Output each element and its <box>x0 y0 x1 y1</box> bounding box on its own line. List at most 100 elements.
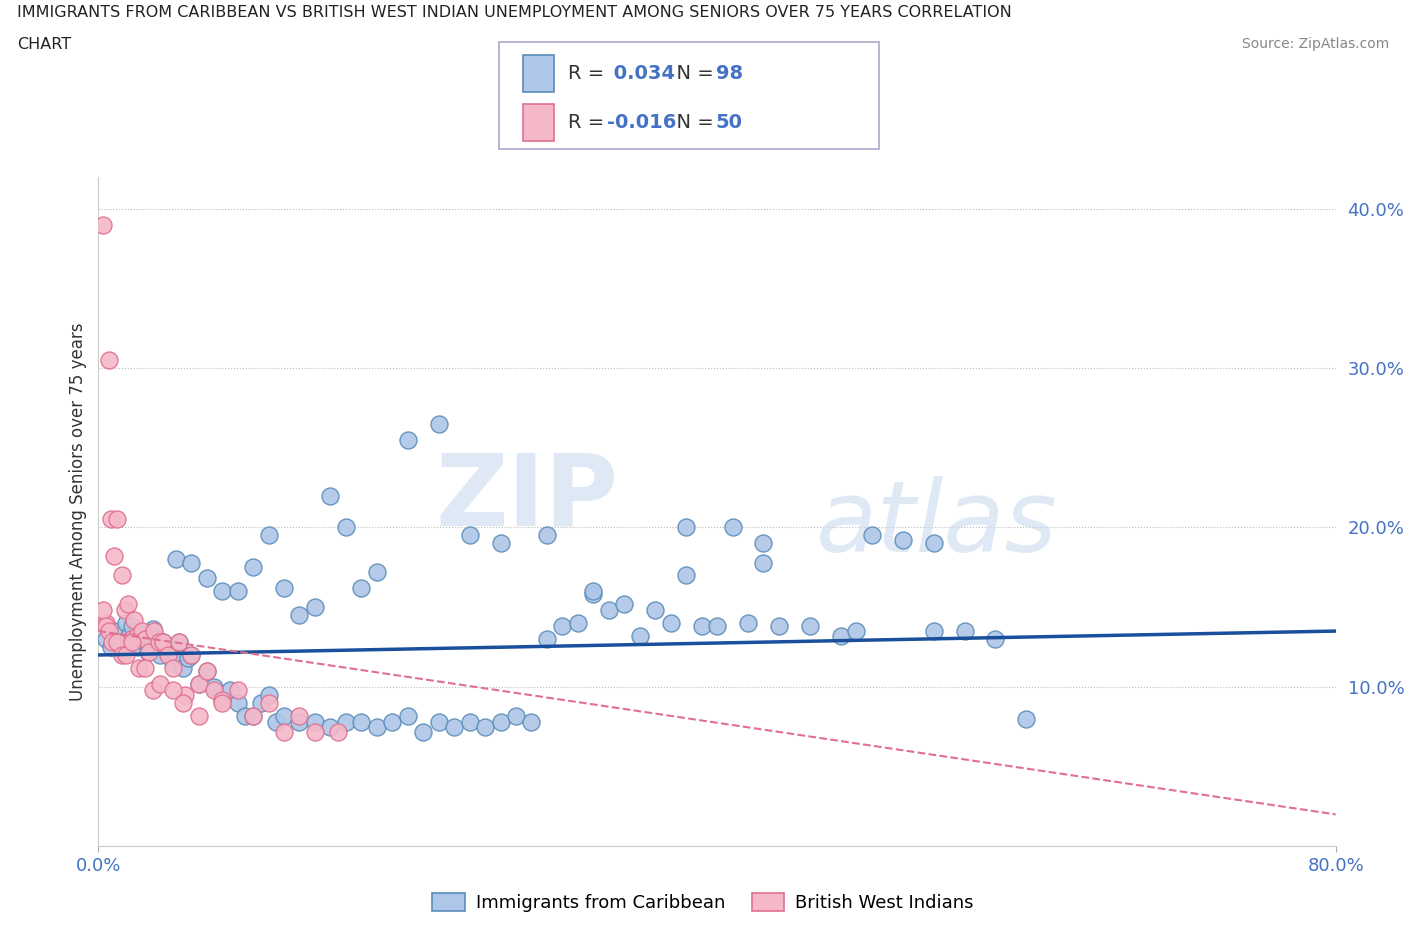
Point <box>582 587 605 602</box>
Point <box>172 696 194 711</box>
Point <box>117 596 139 611</box>
Point <box>242 560 264 575</box>
Point <box>520 714 543 729</box>
Point <box>381 714 404 729</box>
Point <box>396 708 419 723</box>
Point <box>141 622 165 637</box>
Point <box>273 724 295 739</box>
Point <box>146 631 169 646</box>
Point <box>149 647 172 662</box>
Point <box>121 635 143 650</box>
Point <box>768 618 790 633</box>
Point <box>96 631 118 646</box>
Point <box>188 676 211 691</box>
Point <box>489 536 512 551</box>
Point <box>98 624 121 639</box>
Point <box>536 631 558 646</box>
Point <box>752 536 775 551</box>
Point <box>103 624 125 639</box>
Point <box>242 708 264 723</box>
Point <box>366 565 388 579</box>
Text: -0.016: -0.016 <box>607 113 676 132</box>
Point <box>335 714 357 729</box>
Point <box>162 683 184 698</box>
Point <box>174 687 197 702</box>
Point <box>396 432 419 447</box>
Text: R =: R = <box>568 64 610 84</box>
Point <box>211 692 233 707</box>
Point <box>96 616 118 631</box>
Point <box>157 647 180 662</box>
Point <box>288 708 311 723</box>
Point <box>114 603 136 618</box>
Point <box>752 555 775 570</box>
Point <box>489 714 512 729</box>
Point <box>211 584 233 599</box>
Point <box>304 724 326 739</box>
Point <box>458 714 481 729</box>
Point <box>128 660 150 675</box>
Point <box>162 660 184 675</box>
Point <box>474 719 496 734</box>
Point <box>644 603 666 618</box>
Point <box>582 584 605 599</box>
Point <box>304 600 326 615</box>
Point <box>984 631 1007 646</box>
Point <box>922 536 945 551</box>
Point <box>188 708 211 723</box>
Point <box>659 616 682 631</box>
Point <box>288 714 311 729</box>
Point <box>1015 711 1038 726</box>
Point <box>180 555 202 570</box>
Point <box>91 603 114 618</box>
Point <box>598 603 620 618</box>
Point <box>690 618 713 633</box>
Y-axis label: Unemployment Among Seniors over 75 years: Unemployment Among Seniors over 75 years <box>69 323 87 700</box>
Point <box>257 696 280 711</box>
Point <box>138 644 160 659</box>
Point <box>115 647 138 662</box>
Point <box>326 724 350 739</box>
Point <box>91 217 114 232</box>
Point <box>103 549 125 564</box>
Point <box>273 708 295 723</box>
Text: IMMIGRANTS FROM CARIBBEAN VS BRITISH WEST INDIAN UNEMPLOYMENT AMONG SENIORS OVER: IMMIGRANTS FROM CARIBBEAN VS BRITISH WES… <box>17 5 1012 20</box>
Point <box>100 640 122 655</box>
Point <box>195 663 218 678</box>
Point <box>350 714 373 729</box>
Point <box>953 624 976 639</box>
Point <box>288 607 311 622</box>
Point <box>134 631 156 646</box>
Point <box>195 571 218 586</box>
Point <box>143 624 166 639</box>
Point <box>162 656 184 671</box>
Point <box>134 635 156 650</box>
Point <box>120 631 142 646</box>
Point <box>167 635 190 650</box>
Point <box>180 647 202 662</box>
Point <box>149 676 172 691</box>
Point <box>264 714 288 729</box>
Point <box>250 696 273 711</box>
Text: N =: N = <box>664 64 720 84</box>
Point <box>177 651 200 666</box>
Point <box>111 647 132 662</box>
Text: CHART: CHART <box>17 37 70 52</box>
Point <box>152 635 174 650</box>
Point <box>167 635 190 650</box>
Point <box>172 660 194 675</box>
Point <box>412 724 434 739</box>
Point <box>551 618 574 633</box>
Point <box>152 635 174 650</box>
Legend: Immigrants from Caribbean, British West Indians: Immigrants from Caribbean, British West … <box>425 885 981 919</box>
Point <box>860 528 883 543</box>
Point <box>613 596 636 611</box>
Point <box>195 663 218 678</box>
Point <box>204 683 226 698</box>
Point <box>134 660 156 675</box>
Text: Source: ZipAtlas.com: Source: ZipAtlas.com <box>1241 37 1389 51</box>
Point <box>706 618 728 633</box>
Point <box>180 647 202 662</box>
Text: ZIP: ZIP <box>436 449 619 547</box>
Point <box>219 683 242 698</box>
